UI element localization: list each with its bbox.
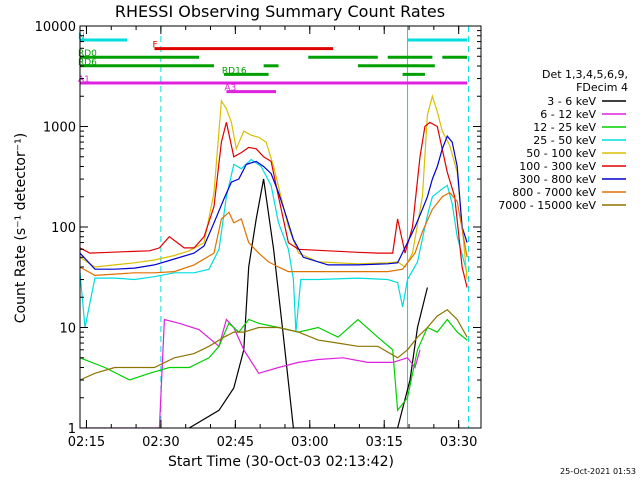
legend-entry: 100 - 300 keV [519, 160, 626, 173]
flag-label-rd16: RD16 [222, 66, 247, 76]
legend-entry: 6 - 12 keV [540, 108, 626, 121]
legend-entry: 300 - 800 keV [519, 173, 626, 186]
chart-title: RHESSI Observing Summary Count Rates [115, 2, 445, 21]
x-tick-label: 03:00 [291, 435, 328, 450]
series-line-6 [80, 121, 468, 288]
legend-label: 800 - 7000 keV [512, 186, 596, 199]
x-tick-label: 02:30 [142, 435, 179, 450]
legend-entry: 50 - 100 keV [526, 147, 626, 160]
flag-rd16: RD16 [222, 66, 425, 76]
flag-n: N [78, 32, 468, 42]
legend-entry: 25 - 50 keV [533, 134, 626, 147]
flag-a3: A3 [224, 84, 277, 94]
series-line-1 [188, 178, 428, 428]
legend-header-line: FDecim 4 [576, 81, 628, 94]
legend-header-line: Det 1,3,4,5,6,9, [542, 68, 628, 81]
series-line-7 [80, 135, 468, 270]
flag-label-f: F [152, 41, 157, 51]
flag-rd0: RD0 [78, 49, 468, 59]
series-line-9 [80, 309, 468, 381]
flag-label-rd0: RD0 [78, 49, 97, 59]
series-line-8 [80, 191, 468, 277]
generation-timestamp: 25-Oct-2021 01:53 [560, 467, 636, 476]
flag-label-a1: A1 [78, 75, 90, 85]
legend-entry: 12 - 25 keV [533, 121, 626, 134]
legend-label: 6 - 12 keV [540, 108, 596, 121]
flag-f: F [152, 41, 334, 51]
legend-label: 7000 - 15000 keV [498, 199, 596, 212]
x-tick-label: 03:15 [365, 435, 402, 450]
y-tick-label: 1 [68, 422, 76, 437]
series-layer [80, 94, 468, 428]
legend-label: 50 - 100 keV [526, 147, 596, 160]
legend-label: 100 - 300 keV [519, 160, 596, 173]
flag-label-a3: A3 [224, 84, 236, 94]
y-tick-label: 10000 [35, 20, 76, 35]
series-line-2 [80, 318, 421, 428]
series-line-4 [80, 158, 468, 333]
legend-label: 25 - 50 keV [533, 134, 596, 147]
legend-label: 3 - 6 keV [547, 95, 596, 108]
flag-rd6: RD6 [78, 58, 435, 68]
legend-entry: 7000 - 15000 keV [498, 199, 626, 212]
y-axis-label: Count Rate (s⁻¹ detector⁻¹) [13, 133, 29, 323]
x-tick-label: 02:15 [68, 435, 105, 450]
flag-a1: A1 [78, 75, 468, 85]
x-tick-label: 02:45 [217, 435, 254, 450]
legend-label: 12 - 25 keV [533, 121, 596, 134]
series-line-5 [80, 94, 468, 280]
axes: 1 10 100 1000 10000 02:15 02:30 02:45 03:00 03:15… [35, 20, 482, 450]
flag-label-n: N [78, 32, 85, 42]
legend-label: 300 - 800 keV [519, 173, 596, 186]
y-tick-label: 1000 [43, 121, 76, 136]
flag-label-rd6: RD6 [78, 58, 97, 68]
y-tick-label: 100 [51, 221, 76, 236]
y-tick-label: 10 [59, 322, 76, 337]
x-tick-label: 03:30 [440, 435, 477, 450]
legend-entry: 800 - 7000 keV [512, 186, 626, 199]
legend-entry: 3 - 6 keV [547, 95, 626, 108]
x-axis-label: Start Time (30-Oct-03 02:13:42) [168, 454, 394, 470]
